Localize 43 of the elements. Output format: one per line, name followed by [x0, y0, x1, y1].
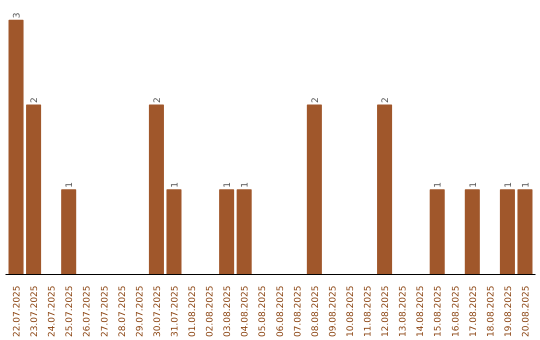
x-tick-label: 09.08.2025 [328, 286, 338, 338]
x-tick-label: 29.07.2025 [135, 286, 146, 338]
x-tick-label: 23.07.2025 [30, 286, 40, 338]
x-tick-label: 19.08.2025 [504, 286, 514, 338]
data-label: 2 [152, 97, 163, 104]
data-label: 1 [504, 182, 514, 188]
x-tick-label: 05.08.2025 [258, 286, 268, 338]
data-label: 1 [65, 182, 76, 188]
x-tick-label: 15.08.2025 [434, 286, 444, 338]
data-label: 1 [240, 182, 251, 188]
x-tick-label: 06.08.2025 [276, 286, 286, 338]
x-tick-label: 16.08.2025 [451, 286, 462, 338]
data-label: 1 [434, 182, 444, 188]
x-tick-label: 24.07.2025 [48, 286, 58, 338]
x-tick-label: 02.08.2025 [206, 286, 216, 338]
x-tick-label: 07.08.2025 [293, 286, 304, 338]
x-tick-label: 14.08.2025 [416, 286, 426, 338]
data-label: 3 [12, 12, 23, 18]
data-label: 1 [468, 182, 479, 188]
x-tick-label: 13.08.2025 [398, 286, 409, 338]
x-tick-label: 18.08.2025 [486, 286, 496, 338]
x-tick-label: 22.07.2025 [12, 286, 23, 338]
x-tick-label: 03.08.2025 [223, 286, 234, 338]
data-label: 2 [381, 97, 392, 104]
x-tick-label: 10.08.2025 [346, 286, 356, 338]
data-label: 1 [170, 182, 180, 188]
x-tick-label: 25.07.2025 [65, 286, 76, 338]
x-tick-label: 17.08.2025 [468, 286, 479, 338]
x-tick-label: 28.07.2025 [118, 286, 128, 338]
x-tick-label: 27.07.2025 [100, 286, 110, 338]
x-tick-label: 30.07.2025 [152, 286, 163, 338]
x-tick-label: 04.08.2025 [240, 286, 251, 338]
data-label: 2 [310, 97, 321, 104]
data-label: 1 [521, 182, 532, 188]
data-label: 1 [223, 182, 234, 188]
data-label: 2 [30, 97, 40, 104]
x-tick-label: 20.08.2025 [521, 286, 532, 338]
x-tick-label: 12.08.2025 [381, 286, 392, 338]
x-tick-label: 26.07.2025 [82, 286, 93, 338]
x-tick-label: 01.08.2025 [188, 286, 198, 338]
x-tick-label: 31.07.2025 [170, 286, 180, 338]
x-tick-label: 08.08.2025 [310, 286, 321, 338]
x-tick-label: 11.08.2025 [364, 286, 374, 338]
